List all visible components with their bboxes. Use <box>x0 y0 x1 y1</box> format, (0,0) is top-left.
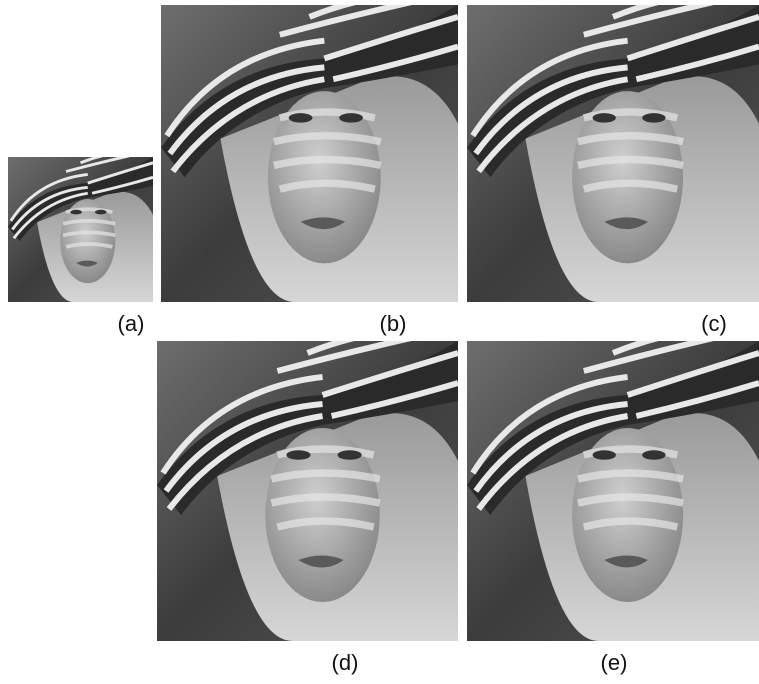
image-e <box>467 329 759 641</box>
image-b <box>161 0 458 302</box>
image-a <box>8 151 153 302</box>
panel-label: (d) <box>332 650 359 675</box>
panel-label: (e) <box>601 650 628 675</box>
panel-label: (c) <box>701 311 727 336</box>
image-c <box>467 0 759 302</box>
figure: (a) (b) (c) (d) (e) <box>0 0 759 679</box>
panel-label: (a) <box>118 311 145 336</box>
image-d <box>157 329 458 641</box>
panel-label: (b) <box>380 311 407 336</box>
